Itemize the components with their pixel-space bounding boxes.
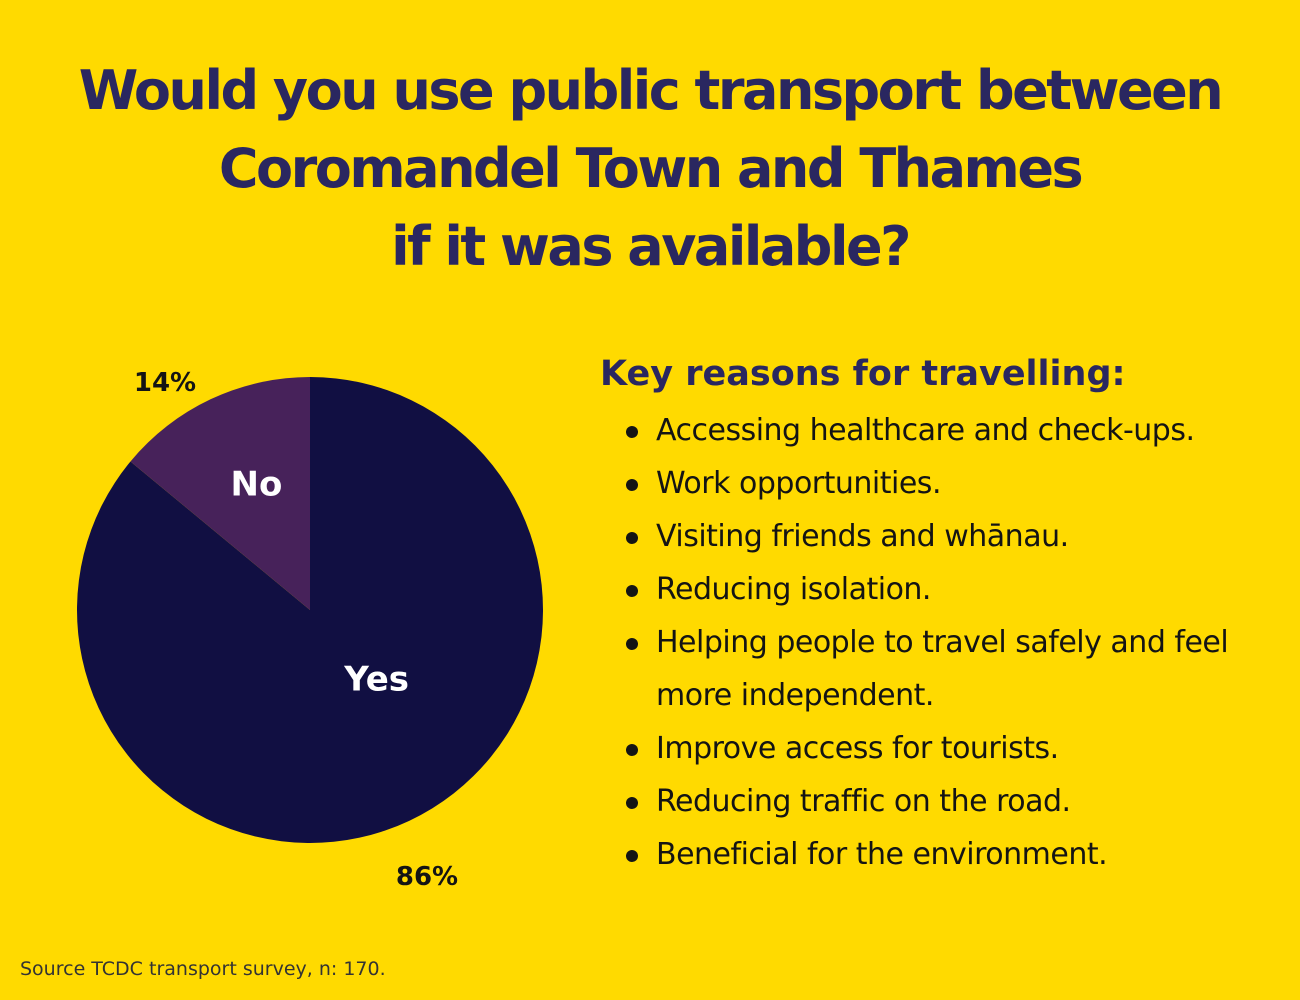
reasons-heading: Key reasons for travelling: (600, 354, 1126, 394)
title-line-2: Coromandel Town and Thames (218, 137, 1084, 200)
pie-slice-no (130, 377, 310, 610)
reason-item: Accessing healthcare and check-ups. (600, 404, 1280, 457)
pie-chart: Yes 86% No 14% (76, 368, 544, 892)
reason-text: Accessing healthcare and check-ups. (656, 413, 1195, 448)
reasons-panel: Key reasons for travelling: Accessing he… (600, 348, 1280, 881)
slice-percent-no: 14% (134, 368, 196, 398)
reason-item: Beneficial for the environment. (600, 828, 1280, 881)
bullet-icon (626, 797, 638, 809)
reason-item: Visiting friends and whānau. (600, 510, 1280, 563)
reason-item: Helping people to travel safely and feel… (600, 616, 1280, 722)
source-note: Source TCDC transport survey, n: 170. (20, 958, 386, 980)
reason-item: Work opportunities. (600, 457, 1280, 510)
title-line-3: if it was available? (391, 215, 911, 278)
slice-label-no: No (231, 465, 283, 505)
bullet-icon (626, 532, 638, 544)
bullet-icon (626, 744, 638, 756)
reason-text: Visiting friends and whānau. (656, 519, 1069, 554)
reason-item: Reducing isolation. (600, 563, 1280, 616)
bullet-icon (626, 850, 638, 862)
bullet-icon (626, 638, 638, 650)
reason-text: Improve access for tourists. (656, 731, 1059, 766)
reason-item: Improve access for tourists. (600, 722, 1280, 775)
reason-text: Helping people to travel safely and feel… (656, 625, 1229, 713)
reason-text: Work opportunities. (656, 466, 941, 501)
reason-item: Reducing traffic on the road. (600, 775, 1280, 828)
slice-label-yes: Yes (343, 660, 409, 700)
page-title: Would you use public transport between C… (0, 52, 1300, 286)
reason-text: Reducing traffic on the road. (656, 784, 1071, 819)
reason-text: Reducing isolation. (656, 572, 931, 607)
reasons-list: Accessing healthcare and check-ups. Work … (600, 404, 1280, 881)
reason-text: Beneficial for the environment. (656, 837, 1108, 872)
slice-percent-yes: 86% (396, 862, 458, 892)
bullet-icon (626, 479, 638, 491)
bullet-icon (626, 426, 638, 438)
bullet-icon (626, 585, 638, 597)
title-line-1: Would you use public transport between (78, 59, 1224, 122)
